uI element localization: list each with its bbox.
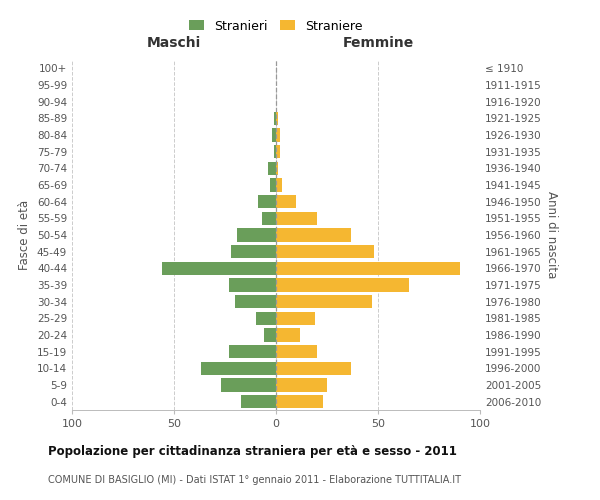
Bar [257,195,276,208]
Bar [241,395,276,408]
Bar [262,212,276,225]
Bar [276,245,374,258]
Bar [274,112,276,125]
Bar [221,378,276,392]
Text: COMUNE DI BASIGLIO (MI) - Dati ISTAT 1° gennaio 2011 - Elaborazione TUTTITALIA.I: COMUNE DI BASIGLIO (MI) - Dati ISTAT 1° … [48,475,461,485]
Bar [231,245,276,258]
Text: Femmine: Femmine [343,36,413,50]
Bar [200,362,276,375]
Bar [162,262,276,275]
Bar [276,112,278,125]
Y-axis label: Fasce di età: Fasce di età [19,200,31,270]
Bar [276,178,282,192]
Bar [276,328,301,342]
Bar [264,328,276,342]
Bar [276,128,280,141]
Bar [270,178,276,192]
Bar [229,345,276,358]
Bar [237,228,276,241]
Bar [276,195,296,208]
Legend: Stranieri, Straniere: Stranieri, Straniere [184,14,368,38]
Bar [276,345,317,358]
Bar [276,145,280,158]
Bar [276,312,315,325]
Bar [276,395,323,408]
Bar [276,162,278,175]
Bar [276,278,409,291]
Bar [276,378,327,392]
Bar [276,262,460,275]
Bar [276,295,372,308]
Text: Maschi: Maschi [147,36,201,50]
Bar [274,145,276,158]
Y-axis label: Anni di nascita: Anni di nascita [545,192,558,278]
Text: Popolazione per cittadinanza straniera per età e sesso - 2011: Popolazione per cittadinanza straniera p… [48,445,457,458]
Bar [276,228,352,241]
Bar [229,278,276,291]
Bar [268,162,276,175]
Bar [272,128,276,141]
Bar [276,362,352,375]
Bar [256,312,276,325]
Bar [235,295,276,308]
Bar [276,212,317,225]
